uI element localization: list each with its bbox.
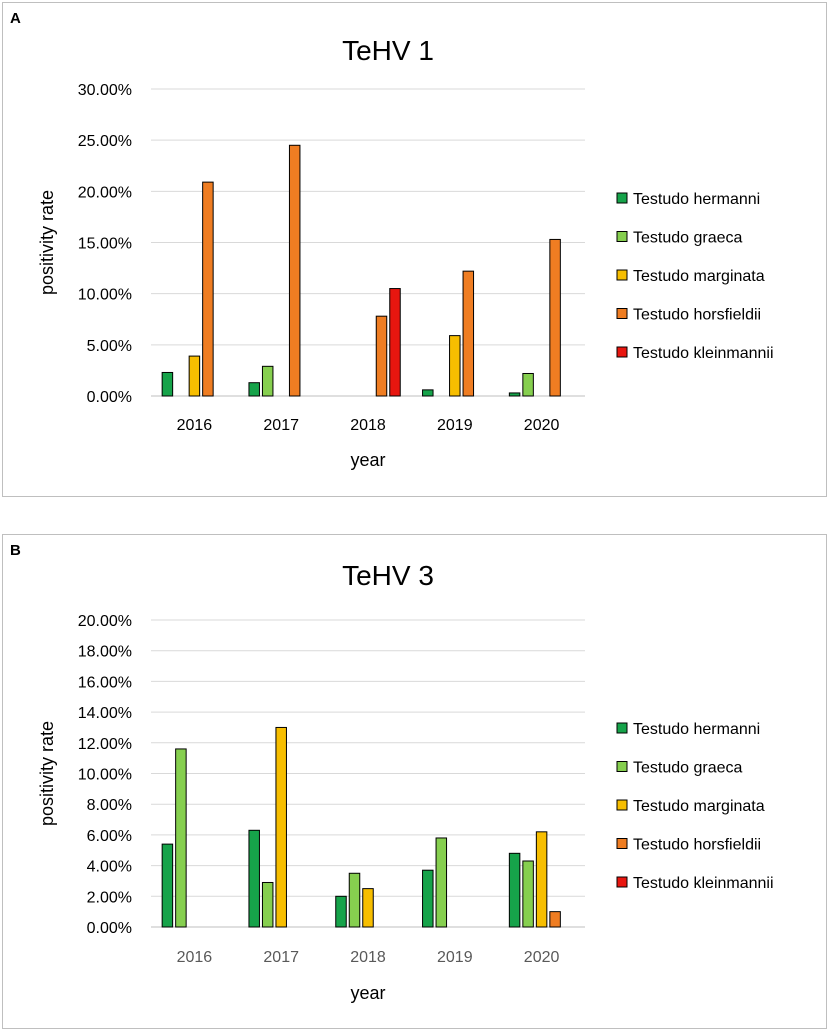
bar-2017-graeca [261, 365, 274, 397]
legend-label-kleinmannii: Testudo kleinmannii [633, 875, 774, 892]
bar-2020-horsfieldii [549, 911, 561, 928]
chart-panel-b: B TeHV 3 0.00% 2.00% 4.00% 6.00% 8.00% 10.00% 1… [2, 534, 827, 1029]
legend-label-graeca: Testudo graeca [633, 230, 743, 247]
legend-swatch-hermanni [616, 192, 628, 204]
legend-label-horsfieldii: Testudo horsfieldii [633, 307, 761, 324]
y-tick-label: 10.00% [78, 767, 132, 784]
y-tick-label: 8.00% [87, 797, 132, 814]
legend-swatch-horsfieldii [616, 308, 628, 319]
legend-label-kleinmannii: Testudo kleinmannii [633, 345, 774, 362]
legend-swatch-kleinmannii [616, 876, 628, 888]
x-tick-label: 2020 [524, 417, 560, 434]
bar-2016-hermanni [161, 843, 174, 928]
y-tick-label: 14.00% [78, 705, 132, 722]
y-tick-label: 16.00% [78, 674, 132, 691]
y-tick-label: 0.00% [87, 389, 132, 406]
bar-2019-hermanni [422, 389, 434, 397]
bar-2017-hermanni [248, 382, 260, 397]
x-tick-label: 2016 [177, 949, 213, 966]
bar-2020-graeca [522, 860, 534, 928]
legend-label-hermanni: Testudo hermanni [633, 191, 760, 208]
chart-a-svg: TeHV 1 0.00% 5.00% 10.00% 15.00% 20.00% 25.00%… [37, 35, 774, 470]
x-tick-label: 2019 [437, 417, 473, 434]
x-tick-label: 2020 [524, 949, 560, 966]
bar-2019-hermanni [422, 869, 434, 928]
bar-2018-hermanni [335, 895, 347, 928]
x-tick-label: 2017 [263, 949, 299, 966]
legend-label-marginata: Testudo marginata [633, 798, 765, 815]
y-tick-label: 18.00% [78, 644, 132, 661]
bar-2016-hermanni [161, 371, 174, 397]
x-axis-title-b: year [350, 983, 385, 1003]
legend-label-marginata: Testudo marginata [633, 268, 765, 285]
y-tick-label: 5.00% [87, 338, 132, 355]
y-axis-title-a: positivity rate [37, 190, 57, 295]
bar-2018-kleinmannii [389, 288, 401, 397]
bar-2020-graeca [522, 372, 534, 397]
x-tick-label: 2019 [437, 949, 473, 966]
chart-title-b: TeHV 3 [342, 560, 434, 591]
bar-2017-horsfieldii [288, 144, 301, 397]
bar-2020-hermanni [508, 852, 521, 928]
legend-swatch-marginata [616, 799, 628, 811]
bar-2018-horsfieldii [375, 315, 388, 397]
y-axis-title-b: positivity rate [37, 721, 57, 826]
legend-swatch-graeca [616, 761, 628, 772]
chart-b-svg: TeHV 3 0.00% 2.00% 4.00% 6.00% 8.00% 10.00% 12.… [37, 560, 774, 1003]
x-tick-label: 2016 [177, 417, 213, 434]
x-tick-label: 2017 [263, 417, 299, 434]
bar-2017-marginata [275, 726, 287, 928]
legend-swatch-hermanni [616, 722, 628, 734]
y-tick-label: 20.00% [78, 184, 132, 201]
legend-swatch-horsfieldii [616, 838, 628, 849]
legend-label-hermanni: Testudo hermanni [633, 721, 760, 738]
y-tick-label: 25.00% [78, 133, 132, 150]
bar-2016-marginata [188, 355, 201, 397]
bar-2018-graeca [348, 872, 361, 928]
x-tick-label: 2018 [350, 417, 386, 434]
y-tick-label: 2.00% [87, 889, 132, 906]
y-tick-label: 4.00% [87, 859, 132, 876]
bar-2019-marginata [449, 335, 461, 397]
bar-2020-hermanni [508, 392, 521, 397]
bar-2020-marginata [535, 831, 548, 928]
x-axis-title-a: year [350, 450, 385, 470]
y-tick-label: 0.00% [87, 920, 132, 937]
bar-2017-hermanni [248, 829, 260, 928]
bar-2018-marginata [362, 888, 374, 928]
bar-2016-graeca [175, 748, 187, 928]
bar-2019-horsfieldii [462, 270, 475, 397]
bar-2020-horsfieldii [549, 238, 561, 397]
legend-swatch-marginata [616, 269, 628, 281]
y-tick-label: 6.00% [87, 828, 132, 845]
y-tick-label: 30.00% [78, 82, 132, 99]
y-tick-label: 20.00% [78, 613, 132, 630]
y-tick-label: 10.00% [78, 287, 132, 304]
bar-2016-horsfieldii [202, 181, 214, 397]
x-tick-label: 2018 [350, 949, 386, 966]
legend-label-horsfieldii: Testudo horsfieldii [633, 837, 761, 854]
legend-swatch-graeca [616, 231, 628, 242]
chart-title-a: TeHV 1 [342, 35, 434, 66]
panel-label-a: A [10, 10, 21, 27]
bar-2017-graeca [261, 881, 274, 928]
y-tick-label: 12.00% [78, 736, 132, 753]
legend-swatch-kleinmannii [616, 346, 628, 358]
panel-label-b: B [10, 542, 21, 559]
bar-2019-graeca [435, 837, 448, 928]
y-tick-label: 15.00% [78, 236, 132, 253]
chart-panel-a: A TeHV 1 0.00% 5.00% 10.00% 15.00% 20.00% 25.0… [2, 2, 827, 497]
legend-label-graeca: Testudo graeca [633, 760, 743, 777]
